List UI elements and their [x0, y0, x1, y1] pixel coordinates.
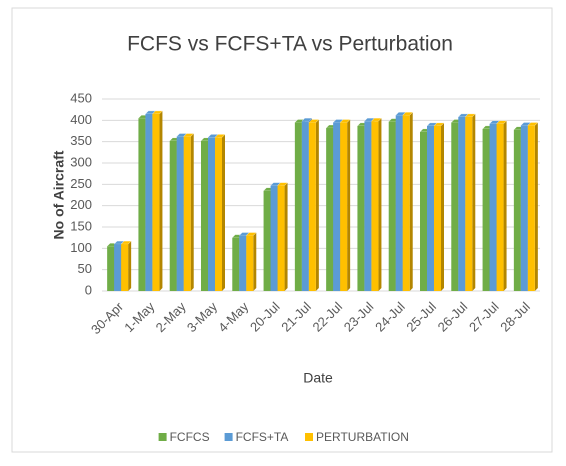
- legend-label: PERTURBATION: [316, 430, 409, 444]
- legend-swatch: [158, 433, 167, 441]
- bar: [277, 185, 285, 291]
- bar: [458, 116, 466, 291]
- bar-side: [347, 119, 351, 291]
- bar-side: [378, 118, 382, 291]
- bar-side: [284, 182, 288, 291]
- bar-side: [159, 110, 163, 291]
- legend-label: FCFCS: [170, 430, 210, 444]
- bar: [301, 121, 309, 291]
- legend-swatch: [305, 433, 313, 441]
- y-tick-label: 400: [70, 112, 92, 127]
- bar: [232, 237, 240, 291]
- bar: [121, 244, 129, 291]
- bar-side: [128, 241, 132, 291]
- bar: [239, 235, 247, 291]
- y-tick-label: 150: [70, 218, 92, 233]
- bar: [145, 113, 153, 291]
- bar: [107, 246, 115, 291]
- bar: [357, 125, 365, 291]
- bar: [152, 113, 160, 291]
- bar: [496, 123, 504, 291]
- bar-side: [409, 112, 413, 291]
- legend-swatch: [224, 433, 233, 441]
- bar: [451, 122, 459, 291]
- bar: [201, 140, 208, 291]
- bar: [434, 125, 441, 291]
- y-tick-label: 250: [70, 176, 92, 191]
- bar: [364, 121, 372, 291]
- bar: [308, 122, 316, 291]
- bar: [513, 129, 521, 291]
- bar: [263, 190, 271, 291]
- bar: [246, 235, 254, 291]
- bar: [208, 137, 215, 291]
- bar: [114, 244, 122, 291]
- bar: [527, 125, 535, 291]
- bar: [183, 136, 191, 291]
- y-tick-label: 0: [85, 282, 92, 297]
- bar: [420, 131, 427, 291]
- y-tick-label: 350: [70, 133, 92, 148]
- bar: [427, 125, 434, 291]
- bar-side: [315, 119, 319, 291]
- y-tick-label: 300: [70, 154, 92, 169]
- bar: [270, 185, 278, 291]
- bar: [176, 136, 184, 291]
- bar: [371, 121, 379, 291]
- bar: [402, 115, 410, 291]
- bar-side: [441, 122, 444, 291]
- bar: [138, 118, 146, 291]
- bar-side: [472, 113, 476, 291]
- bar: [294, 122, 302, 291]
- bar-side: [190, 133, 194, 291]
- y-tick-label: 200: [70, 197, 92, 212]
- y-tick-label: 450: [70, 90, 92, 105]
- bar: [326, 128, 334, 291]
- bar: [395, 115, 403, 291]
- bar: [465, 116, 473, 291]
- bar: [489, 123, 497, 291]
- chart-title: FCFS vs FCFS+TA vs Perturbation: [127, 33, 453, 56]
- bar: [520, 125, 528, 291]
- bar: [340, 122, 348, 291]
- y-tick-label: 100: [70, 240, 92, 255]
- bar: [388, 121, 396, 291]
- x-axis-title: Date: [303, 370, 333, 386]
- legend-label: FCFS+TA: [236, 430, 289, 444]
- bar: [169, 140, 177, 291]
- bar: [333, 122, 341, 291]
- bar-side: [253, 232, 257, 291]
- y-tick-label: 50: [78, 261, 92, 276]
- bar: [215, 137, 222, 291]
- bar: [482, 128, 490, 291]
- bar-side: [503, 120, 507, 291]
- bar-side: [222, 134, 225, 291]
- bar-side: [534, 122, 538, 291]
- y-axis-title: No of Aircraft: [51, 150, 67, 239]
